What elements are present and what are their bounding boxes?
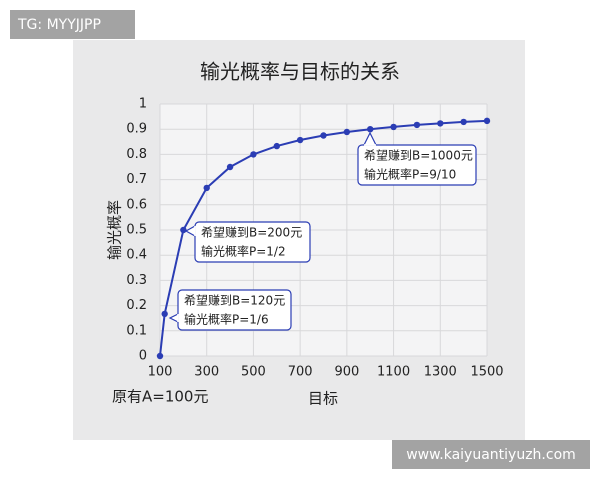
callout-box (194, 221, 311, 263)
callout-box (177, 289, 292, 331)
point (343, 128, 351, 136)
point (460, 118, 467, 126)
y-tick-label: 0.9 (126, 122, 147, 137)
callout-pointer (363, 131, 377, 146)
note: 原有A=100元 (112, 388, 208, 406)
x-tick-label: 700 (288, 365, 313, 380)
x-tick-label: 1500 (470, 365, 503, 380)
watermark-bottom: www.kaiyuantiyuzh.com (406, 447, 576, 463)
callout-text: 输光概率P=1/2 (201, 244, 286, 259)
y-tick-label: 0.4 (126, 248, 147, 263)
point (203, 184, 210, 192)
point (226, 163, 234, 171)
point (273, 142, 280, 150)
callout-text: 希望赚到B=120元 (184, 293, 285, 308)
line (159, 119, 488, 357)
x-tick-label: 1300 (424, 365, 457, 380)
y-axis-label: 输光概率 (106, 200, 124, 260)
point (437, 120, 444, 127)
point (320, 132, 327, 139)
point (367, 126, 374, 133)
point (413, 121, 421, 129)
callout-text: 希望赚到B=1000元 (364, 148, 473, 163)
watermark-box (10, 10, 135, 39)
callout-pointer (168, 313, 179, 323)
point (161, 310, 168, 318)
y-tick-label: 0 (139, 349, 147, 364)
x-tick-label: 300 (194, 365, 219, 380)
y-tick-label: 0.8 (126, 147, 147, 162)
watermark-box (392, 440, 590, 469)
point (483, 117, 491, 125)
watermark-top: TG: MYYJJPP (17, 17, 101, 33)
y-tick-label: 0.2 (126, 298, 147, 313)
y-tick-label: 0.5 (126, 223, 147, 238)
x-tick-label: 100 (148, 365, 173, 380)
callout-text: 输光概率P=9/10 (364, 167, 456, 182)
callout-box (357, 144, 477, 186)
point (250, 151, 257, 158)
point (296, 136, 304, 144)
point (180, 226, 187, 234)
x-tick-label: 1100 (377, 365, 410, 380)
x-tick-label: 900 (334, 365, 359, 380)
callout-text: 输光概率P=1/6 (184, 312, 269, 327)
x-axis-label: 目标 (308, 390, 338, 408)
y-tick-label: 0.6 (126, 197, 147, 212)
y-tick-label: 0.7 (126, 172, 147, 187)
point (156, 352, 164, 360)
y-tick-label: 1 (139, 97, 147, 112)
y-tick-label: 0.3 (126, 273, 147, 288)
y-tick-label: 0.1 (126, 323, 147, 338)
chart-title: 输光概率与目标的关系 (200, 60, 400, 84)
x-tick-label: 500 (241, 365, 266, 380)
callout-pointer (184, 225, 196, 237)
callout-text: 希望赚到B=200元 (201, 225, 302, 240)
point (390, 123, 397, 131)
